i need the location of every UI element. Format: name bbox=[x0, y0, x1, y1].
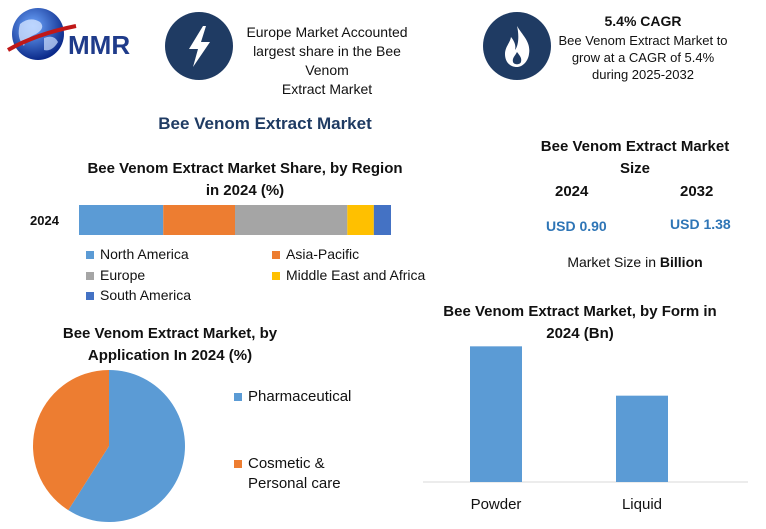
legend-item-middle-east-and-africa: Middle East and Africa bbox=[272, 267, 425, 283]
cagr-line-2: grow at a CAGR of 5.4% bbox=[571, 50, 715, 65]
application-chart-title-line-1: Bee Venom Extract Market, by bbox=[62, 325, 278, 342]
region-chart-title-line-2: in 2024 (%) bbox=[205, 182, 285, 199]
market-size-title-line-2: Size bbox=[619, 160, 650, 177]
market-size-unit: Market Size in Billion bbox=[520, 254, 750, 270]
main-title: Bee Venom Extract Market bbox=[158, 114, 372, 133]
application-chart-title: Bee Venom Extract Market, by Application… bbox=[40, 323, 300, 367]
legend-item-south-america: South America bbox=[86, 287, 191, 303]
legend-label: Cosmetic & Personal care bbox=[248, 455, 341, 492]
legend-item-north-america: North America bbox=[86, 246, 189, 262]
region-chart-title: Bee Venom Extract Market Share, by Regio… bbox=[60, 158, 430, 202]
europe-share-text: Europe Market Accounted largest share in… bbox=[232, 23, 422, 99]
legend-swatch bbox=[272, 251, 280, 260]
legend-label: Europe bbox=[100, 267, 146, 283]
form-chart-title-line-2: 2024 (Bn) bbox=[546, 325, 614, 342]
region-chart: 2024 bbox=[30, 205, 391, 235]
lightning-icon bbox=[189, 26, 210, 67]
europe-share-line-3: Extract Market bbox=[281, 81, 373, 97]
legend-label: Asia-Pacific bbox=[286, 246, 360, 262]
pie-slice-cosmetic-personal-care bbox=[33, 370, 109, 511]
form-bar-powder bbox=[470, 346, 522, 482]
globe-icon: MMR bbox=[7, 8, 130, 60]
form-category-label-powder: Powder bbox=[471, 496, 522, 513]
pie-legend-item-pharmaceutical: Pharmaceutical bbox=[234, 387, 351, 407]
region-bar-south-america bbox=[373, 205, 391, 235]
market-size-unit-bold: Billion bbox=[659, 254, 703, 270]
form-chart-title-line-1: Bee Venom Extract Market, by Form in bbox=[443, 303, 717, 320]
legend-swatch bbox=[234, 460, 242, 468]
logo: MMR bbox=[6, 4, 156, 68]
region-bar-middle-east-and-africa bbox=[347, 205, 374, 235]
cagr-line-3: during 2025-2032 bbox=[592, 67, 694, 82]
market-size-title-line-1: Bee Venom Extract Market bbox=[540, 138, 730, 155]
legend-label: South America bbox=[100, 287, 192, 303]
market-size-year-2032: 2032 bbox=[680, 183, 714, 200]
flame-icon-circle bbox=[483, 12, 551, 80]
form-category-label-liquid: Liquid bbox=[622, 496, 662, 513]
flame-icon bbox=[505, 26, 530, 67]
application-chart-title-line-2: Application In 2024 (%) bbox=[87, 347, 253, 364]
cagr-line-1: Bee Venom Extract Market to bbox=[558, 33, 728, 48]
pie-legend-item-cosmetic-personal-care: Cosmetic & Personal care bbox=[234, 454, 341, 494]
legend-label: Pharmaceutical bbox=[248, 388, 352, 405]
market-size-title: Bee Venom Extract Market Size bbox=[520, 136, 750, 180]
application-pie-chart bbox=[33, 370, 186, 522]
legend-swatch bbox=[272, 272, 280, 281]
form-bar-chart: Powder Liquid bbox=[423, 346, 748, 513]
cagr-block: 5.4% CAGR Bee Venom Extract Market to gr… bbox=[548, 13, 738, 83]
region-chart-title-line-1: Bee Venom Extract Market Share, by Regio… bbox=[87, 160, 403, 177]
europe-share-line-1: Europe Market Accounted bbox=[246, 24, 408, 40]
pie-slice-pharmaceutical bbox=[68, 370, 186, 522]
market-size-value-2024: USD 0.90 bbox=[546, 218, 607, 234]
region-bar-north-america bbox=[79, 205, 164, 235]
cagr-title: 5.4% CAGR bbox=[604, 13, 682, 29]
region-bar-asia-pacific bbox=[163, 205, 235, 235]
form-bar-liquid bbox=[616, 395, 668, 482]
legend-label: Middle East and Africa bbox=[286, 267, 426, 283]
legend-swatch bbox=[86, 272, 94, 281]
form-chart-title: Bee Venom Extract Market, by Form in 202… bbox=[425, 301, 735, 345]
logo-text: MMR bbox=[68, 30, 130, 60]
legend-swatch bbox=[86, 292, 94, 301]
market-size-unit-prefix: Market Size in bbox=[567, 254, 660, 270]
market-size-year-2024: 2024 bbox=[555, 183, 589, 200]
lightning-icon-circle bbox=[165, 12, 233, 80]
region-category-label: 2024 bbox=[30, 213, 60, 228]
legend-item-asia-pacific: Asia-Pacific bbox=[272, 246, 359, 262]
legend-swatch bbox=[86, 251, 94, 260]
region-bar-europe bbox=[235, 205, 348, 235]
legend-swatch bbox=[234, 393, 242, 401]
legend-label: North America bbox=[100, 246, 189, 262]
market-size-value-2032: USD 1.38 bbox=[670, 216, 731, 232]
europe-share-line-2: largest share in the Bee Venom bbox=[253, 43, 401, 78]
legend-item-europe: Europe bbox=[86, 267, 145, 283]
